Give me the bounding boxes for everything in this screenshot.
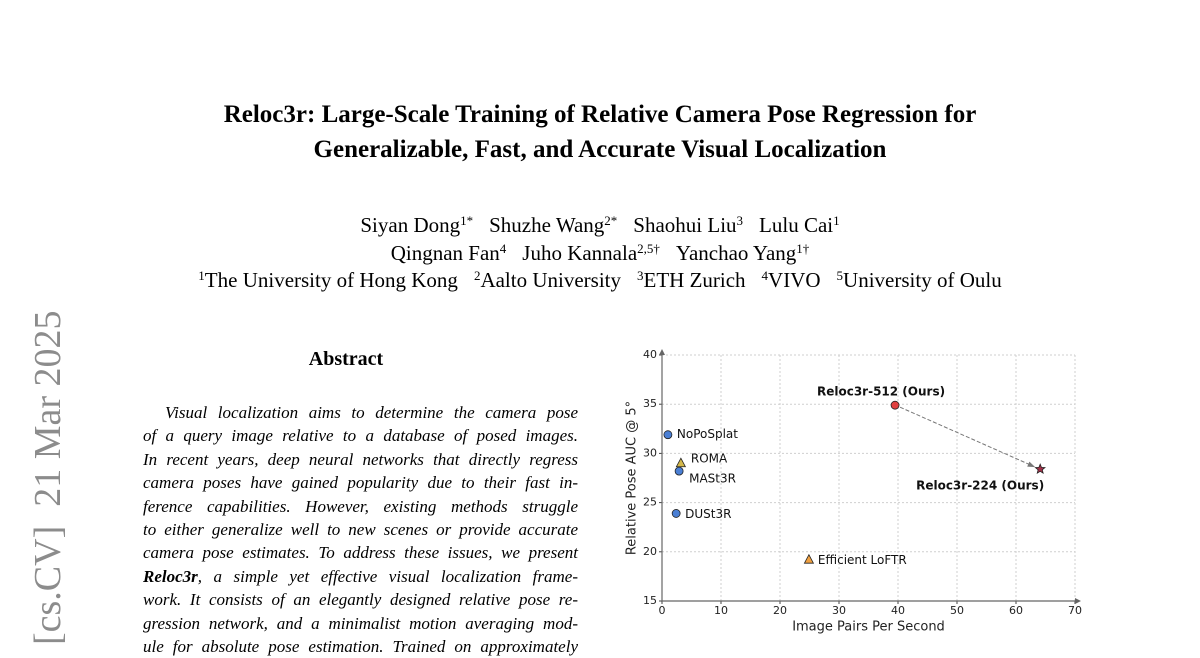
point: [663, 430, 673, 440]
x-axis-label: Image Pairs Per Second: [792, 620, 945, 635]
x-tick-label: 60: [1009, 604, 1023, 617]
point: [671, 509, 681, 518]
author-mark: 2,5†: [637, 240, 660, 256]
author-name: Juho Kannala: [522, 240, 638, 265]
point: [675, 457, 687, 468]
y-tick-label: 25: [643, 496, 657, 509]
affiliation-mark: 2: [473, 268, 481, 283]
y-tick-label: 15: [643, 594, 657, 607]
affiliation-name: ETH Zurich: [643, 268, 746, 292]
speedup-arrow: [899, 406, 1034, 467]
abstract-line: of a query image relative to a database …: [143, 426, 578, 446]
author-block: Siyan Dong1* Shuzhe Wang2* Shaohui Liu3 Lul…: [0, 212, 1200, 295]
affiliation-name: VIVO: [768, 268, 821, 292]
affiliation-line: 1The University of Hong Kong 2Aalto Unive…: [0, 267, 1200, 295]
paper-title: Reloc3r: Large-Scale Training of Relativ…: [0, 97, 1200, 167]
author-name: Shaohui Liu: [633, 213, 737, 237]
author-line: Siyan Dong1* Shuzhe Wang2* Shaohui Liu3 Lul…: [0, 212, 1200, 240]
abstract-line: Reloc3r, a simple yet effective visual l…: [143, 565, 578, 588]
abstract-line: gression network, and a minimalist motio…: [143, 613, 578, 633]
x-tick-label: 40: [891, 604, 905, 617]
author: Shuzhe Wang2*: [489, 213, 617, 237]
author: Qingnan Fan4: [391, 241, 507, 265]
x-tick-label: 30: [832, 604, 846, 617]
affiliation-name: Aalto University: [480, 268, 621, 292]
affiliation-mark: 5: [836, 268, 844, 283]
author-name: Yanchao Yang: [675, 240, 797, 265]
affiliation-name: The University of Hong Kong: [204, 268, 458, 292]
abstract-line: work. It consists of an elegantly design…: [143, 590, 578, 610]
x-tick-label: 20: [773, 604, 787, 617]
point-label: NoPoSplat: [677, 427, 738, 441]
author-name: Siyan Dong: [360, 213, 461, 237]
affiliation-mark: 1: [198, 268, 205, 283]
point-label: Efficient LoFTR: [818, 553, 907, 567]
author-name: Qingnan Fan: [390, 240, 500, 265]
x-tick-label: 0: [659, 604, 666, 617]
abstract-line: ference capabilities. However, existing …: [143, 496, 578, 516]
author-name: Lulu Cai: [759, 213, 834, 237]
y-tick-label: 40: [643, 348, 657, 361]
affiliation-mark: 4: [761, 268, 769, 283]
point: [1034, 463, 1046, 475]
author-mark: 2*: [604, 213, 618, 228]
abstract-line: In recent years, deep neural networks th…: [143, 449, 578, 469]
affiliation: 1The University of Hong Kong: [198, 268, 458, 292]
affiliation: 3ETH Zurich: [637, 268, 746, 292]
point-label: Reloc3r-512 (Ours): [817, 385, 945, 399]
affiliation: 2Aalto University: [474, 268, 621, 292]
point-label: MASt3R: [689, 472, 736, 486]
author-mark: 3: [736, 213, 744, 228]
abstract-line: to either generalize well to new scenes …: [143, 520, 578, 540]
point-label: ROMA: [691, 452, 728, 466]
y-axis-label: Relative Pose AUC @ 5°: [625, 401, 640, 555]
point-label: Reloc3r-224 (Ours): [916, 479, 1044, 493]
x-tick-label: 50: [950, 604, 964, 617]
abstract-line: Visual localization aims to determine th…: [165, 403, 578, 422]
abstract-heading: Abstract: [308, 348, 384, 370]
point-label: DUSt3R: [685, 507, 731, 521]
x-axis-arrow: [1075, 598, 1081, 604]
abstract-line: camera poses have gained popularity due …: [143, 473, 578, 493]
author: Shaohui Liu3: [633, 213, 743, 237]
y-axis-arrow: [659, 349, 665, 355]
author: Lulu Cai1: [759, 213, 840, 237]
author-mark: 1†: [796, 240, 810, 256]
y-tick-label: 30: [643, 446, 657, 459]
x-tick-label: 70: [1068, 604, 1082, 617]
title-line: Reloc3r: Large-Scale Training of Relativ…: [223, 101, 977, 128]
abstract-bold: Reloc3r: [143, 566, 198, 586]
author-line: Qingnan Fan4 Juho Kannala2,5† Yanchao Yang…: [0, 240, 1200, 268]
author-mark: 4: [499, 240, 507, 256]
author: Juho Kannala2,5†: [522, 241, 660, 265]
abstract-text: , a simple yet effective visual localiza…: [197, 566, 578, 586]
author-name: Shuzhe Wang: [489, 213, 605, 237]
affiliation-mark: 3: [637, 268, 644, 283]
title-line: Generalizable, Fast, and Accurate Visual…: [313, 136, 887, 163]
point: [674, 466, 684, 476]
affiliation: 5University of Oulu: [837, 268, 1002, 292]
point: [803, 553, 815, 564]
author-mark: 1: [833, 213, 840, 228]
y-tick-label: 20: [643, 545, 657, 558]
author: Yanchao Yang1†: [676, 241, 809, 265]
x-tick-label: 10: [714, 604, 728, 617]
author-mark: 1*: [460, 213, 474, 228]
author: Siyan Dong1*: [360, 213, 473, 237]
abstract-line: camera pose estimates. To address these …: [143, 543, 578, 563]
y-tick-label: 35: [643, 397, 657, 410]
speedup-arrowhead: [1027, 461, 1036, 468]
affiliation-name: University of Oulu: [843, 268, 1002, 292]
point: [890, 400, 900, 410]
affiliation: 4VIVO: [762, 268, 821, 292]
